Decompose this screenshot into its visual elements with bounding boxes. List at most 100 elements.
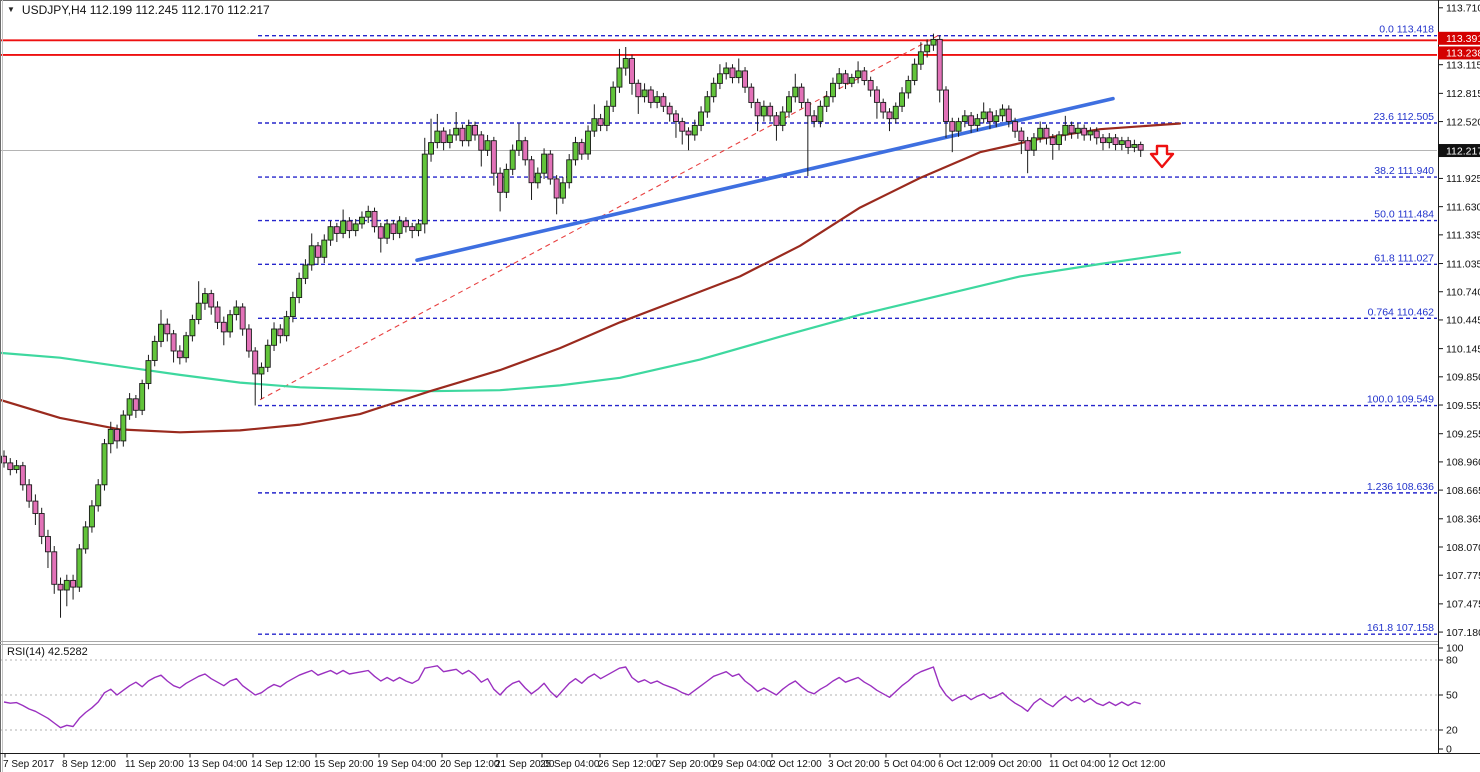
candle (553, 178, 560, 199)
candle (271, 328, 277, 346)
candle (170, 333, 177, 352)
candle (1030, 137, 1037, 151)
price-tick-label: 112.815 (1446, 88, 1480, 100)
price-tick-label: 108.070 (1446, 542, 1480, 554)
candle (484, 140, 491, 151)
candle (911, 63, 918, 81)
candle (183, 335, 190, 359)
candle (1125, 140, 1132, 148)
candle (321, 239, 328, 258)
candle (333, 226, 340, 234)
candle (1074, 127, 1081, 134)
candle (1012, 121, 1019, 132)
time-tick-label: 12 Oct 12:00 (1108, 759, 1166, 770)
candle (296, 277, 303, 298)
candle (145, 360, 152, 384)
candle (622, 58, 629, 69)
candle (647, 89, 654, 103)
candle (352, 223, 359, 232)
candle (245, 328, 252, 352)
candle (943, 89, 949, 122)
candle (804, 101, 811, 117)
candle (1018, 130, 1025, 142)
candle (1037, 127, 1044, 139)
candle (490, 140, 497, 174)
candle (691, 124, 698, 136)
candle (239, 306, 246, 330)
candle (459, 127, 466, 142)
candle (377, 226, 384, 239)
price-tick-label: 113.115 (1446, 59, 1480, 71)
candle (610, 86, 617, 107)
candle (151, 340, 158, 361)
price-tick-label: 109.850 (1446, 372, 1480, 384)
candle (327, 226, 334, 241)
candle (559, 182, 566, 199)
trendline-blue[interactable] (415, 96, 1115, 262)
time-tick-label: 9 Oct 20:00 (990, 759, 1042, 770)
candle (371, 210, 378, 228)
candle (955, 121, 962, 132)
candle (534, 172, 541, 184)
rsi-scale-label: 20 (1446, 725, 1458, 737)
price-tick-label: 113.710 (1446, 3, 1480, 15)
fib-level-label: 0.764 110.462 (1368, 306, 1435, 318)
candle (384, 223, 391, 239)
candle (861, 70, 868, 81)
candle (679, 121, 686, 132)
price-tick-label: 111.035 (1446, 258, 1480, 270)
price-tick-label: 107.775 (1446, 570, 1480, 582)
rsi-line (3, 665, 1141, 729)
candle (848, 77, 855, 84)
candle (233, 306, 240, 316)
candle (38, 513, 45, 537)
chart-title-bar: ▼ USDJPY,H4 112.199 112.245 112.170 112.… (7, 3, 270, 17)
candle (101, 443, 108, 486)
time-tick-label: 29 Sep 04:00 (712, 759, 772, 770)
candle (603, 105, 610, 126)
candle (1005, 108, 1012, 122)
candle (748, 86, 755, 103)
candle (428, 142, 434, 155)
candle (63, 579, 70, 591)
candle (315, 245, 321, 258)
fib-level-label: 1.236 108.636 (1367, 481, 1434, 493)
price-tick-label: 110.145 (1446, 343, 1480, 355)
candle (541, 153, 548, 174)
candle (88, 505, 95, 528)
candle (415, 223, 422, 232)
candle (1062, 124, 1069, 136)
candle (585, 130, 591, 155)
candle (635, 82, 642, 98)
candle (735, 70, 742, 79)
candle (1131, 144, 1138, 148)
candle (968, 115, 975, 126)
price-tick-label: 108.365 (1446, 514, 1480, 526)
fib-level-label: 23.6 112.505 (1373, 111, 1434, 123)
candle (7, 462, 14, 471)
rsi-indicator-label: RSI(14) 42.5282 (7, 646, 88, 658)
time-tick-label: 11 Sep 20:00 (125, 759, 184, 770)
candle (767, 105, 774, 117)
candle (817, 105, 824, 123)
time-tick-label: 3 Oct 20:00 (828, 759, 880, 770)
candle (924, 44, 931, 53)
candle (1093, 130, 1100, 139)
symbol-dropdown-icon[interactable]: ▼ (7, 5, 15, 14)
candle (1106, 137, 1113, 144)
candle (214, 306, 221, 323)
rsi-scale-label: 50 (1446, 690, 1458, 702)
candle (13, 465, 20, 470)
candle (999, 108, 1006, 117)
sell-arrow-icon[interactable] (1149, 144, 1175, 169)
candle (723, 67, 730, 75)
candle (107, 428, 114, 445)
candle (516, 140, 522, 151)
fib-level-label: 50.0 111.484 (1374, 209, 1434, 221)
candle (974, 118, 981, 126)
candle (409, 226, 416, 231)
candle (873, 89, 880, 103)
candle (208, 293, 215, 308)
candle (158, 323, 164, 342)
candle (855, 70, 862, 79)
